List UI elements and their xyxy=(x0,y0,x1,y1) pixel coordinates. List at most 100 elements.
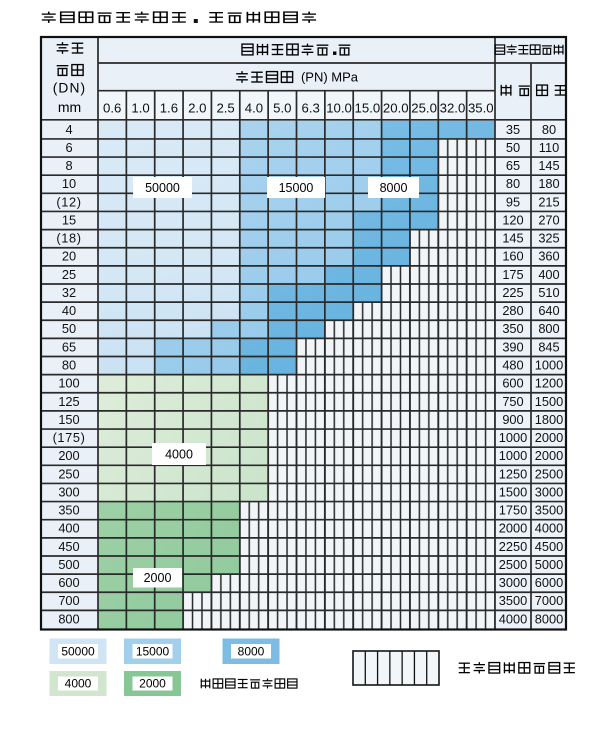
svg-text:20: 20 xyxy=(62,249,76,264)
svg-text:640: 640 xyxy=(538,303,559,318)
svg-text:145: 145 xyxy=(502,231,523,246)
svg-text:225: 225 xyxy=(502,285,523,300)
svg-text:1800: 1800 xyxy=(535,412,563,427)
svg-text:750: 750 xyxy=(502,394,523,409)
svg-text:845: 845 xyxy=(538,339,559,354)
svg-text:160: 160 xyxy=(502,249,523,264)
svg-text:(12): (12) xyxy=(56,194,81,209)
svg-text:10.0: 10.0 xyxy=(326,100,352,115)
svg-text:350: 350 xyxy=(502,321,523,336)
svg-text:4000: 4000 xyxy=(535,521,563,536)
svg-text:2.5: 2.5 xyxy=(216,100,234,115)
svg-text:2000: 2000 xyxy=(499,521,527,536)
svg-text:25: 25 xyxy=(62,267,76,282)
svg-text:1500: 1500 xyxy=(499,484,527,499)
svg-text:900: 900 xyxy=(502,412,523,427)
svg-text:600: 600 xyxy=(58,575,79,590)
svg-text:150: 150 xyxy=(58,412,79,427)
svg-text:8: 8 xyxy=(65,158,72,173)
svg-text:15: 15 xyxy=(62,212,76,227)
svg-text:800: 800 xyxy=(538,321,559,336)
svg-text:4000: 4000 xyxy=(499,611,527,626)
svg-text:1750: 1750 xyxy=(499,503,527,518)
svg-text:7000: 7000 xyxy=(535,593,563,608)
svg-text:2000: 2000 xyxy=(535,430,563,445)
svg-text:4500: 4500 xyxy=(535,539,563,554)
svg-text:1500: 1500 xyxy=(535,394,563,409)
svg-text:700: 700 xyxy=(58,593,79,608)
svg-text:2000: 2000 xyxy=(139,677,166,691)
svg-text:1.0: 1.0 xyxy=(131,100,149,115)
svg-text:20.0: 20.0 xyxy=(383,100,409,115)
svg-text:250: 250 xyxy=(58,466,79,481)
svg-text:390: 390 xyxy=(502,339,523,354)
svg-text:6: 6 xyxy=(65,140,72,155)
svg-text:800: 800 xyxy=(58,611,79,626)
svg-text:50000: 50000 xyxy=(61,644,95,658)
svg-text:(DN): (DN) xyxy=(53,81,87,96)
svg-text:40: 40 xyxy=(62,303,76,318)
svg-text:270: 270 xyxy=(538,212,559,227)
svg-text:4.0: 4.0 xyxy=(245,100,263,115)
svg-text:600: 600 xyxy=(502,376,523,391)
svg-text:480: 480 xyxy=(502,357,523,372)
svg-text:95: 95 xyxy=(506,194,520,209)
svg-text:2250: 2250 xyxy=(499,539,527,554)
svg-text:8000: 8000 xyxy=(380,181,408,195)
svg-text:350: 350 xyxy=(58,503,79,518)
svg-text:32.0: 32.0 xyxy=(440,100,466,115)
svg-text:25.0: 25.0 xyxy=(411,100,437,115)
svg-text:510: 510 xyxy=(538,285,559,300)
svg-text:1200: 1200 xyxy=(535,376,563,391)
svg-text:6000: 6000 xyxy=(535,575,563,590)
svg-text:3500: 3500 xyxy=(535,503,563,518)
svg-text:(175): (175) xyxy=(53,430,86,445)
svg-text:500: 500 xyxy=(58,557,79,572)
svg-text:5000: 5000 xyxy=(535,557,563,572)
svg-text:450: 450 xyxy=(58,539,79,554)
svg-text:35.0: 35.0 xyxy=(468,100,494,115)
svg-text:180: 180 xyxy=(538,176,559,191)
svg-text:200: 200 xyxy=(58,448,79,463)
svg-text:80: 80 xyxy=(542,122,556,137)
svg-text:1000: 1000 xyxy=(499,448,527,463)
svg-text:3000: 3000 xyxy=(535,484,563,499)
svg-text:3000: 3000 xyxy=(499,575,527,590)
svg-text:1000: 1000 xyxy=(499,430,527,445)
svg-text:4000: 4000 xyxy=(65,677,92,691)
svg-text:mm: mm xyxy=(58,99,81,115)
svg-text:80: 80 xyxy=(506,176,520,191)
svg-text:2000: 2000 xyxy=(535,448,563,463)
svg-text:(18): (18) xyxy=(56,231,81,246)
svg-text:280: 280 xyxy=(502,303,523,318)
svg-text:65: 65 xyxy=(62,339,76,354)
svg-text:80: 80 xyxy=(62,357,76,372)
svg-text:6.3: 6.3 xyxy=(302,100,320,115)
svg-text:50: 50 xyxy=(506,140,520,155)
svg-text:2500: 2500 xyxy=(535,466,563,481)
svg-text:125: 125 xyxy=(58,394,79,409)
svg-text:1.6: 1.6 xyxy=(160,100,178,115)
svg-text:4000: 4000 xyxy=(165,447,193,461)
svg-text:100: 100 xyxy=(58,376,79,391)
svg-text:400: 400 xyxy=(538,267,559,282)
svg-text:1250: 1250 xyxy=(499,466,527,481)
svg-text:8000: 8000 xyxy=(238,644,265,658)
svg-text:2000: 2000 xyxy=(144,571,172,585)
svg-text:300: 300 xyxy=(58,484,79,499)
svg-text:10: 10 xyxy=(62,176,76,191)
svg-text:65: 65 xyxy=(506,158,520,173)
svg-text:175: 175 xyxy=(502,267,523,282)
svg-text:2500: 2500 xyxy=(499,557,527,572)
svg-text:8000: 8000 xyxy=(535,611,563,626)
svg-text:110: 110 xyxy=(539,140,559,155)
svg-text:145: 145 xyxy=(538,158,559,173)
svg-text:50: 50 xyxy=(62,321,76,336)
svg-text:3500: 3500 xyxy=(499,593,527,608)
svg-text:32: 32 xyxy=(62,285,76,300)
svg-text:5.0: 5.0 xyxy=(273,100,291,115)
svg-text:0.6: 0.6 xyxy=(103,100,121,115)
svg-text:360: 360 xyxy=(538,249,559,264)
svg-text:215: 215 xyxy=(538,194,559,209)
svg-text:1000: 1000 xyxy=(535,357,563,372)
